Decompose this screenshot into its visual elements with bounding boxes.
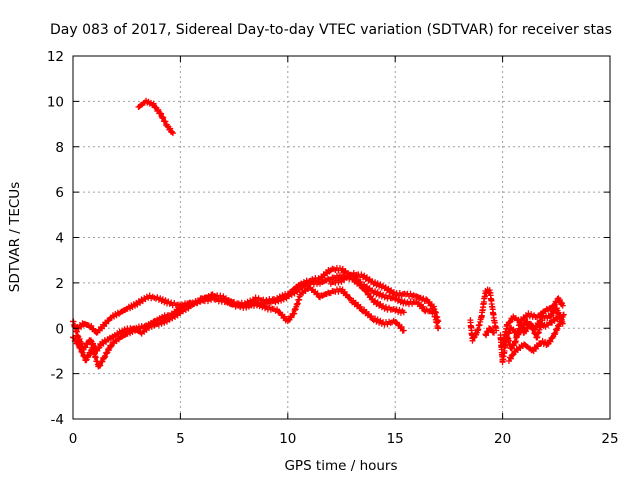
chart-title: Day 083 of 2017, Sidereal Day-to-day VTE… bbox=[50, 22, 612, 38]
data-points bbox=[70, 97, 567, 370]
x-tick-label: 25 bbox=[601, 431, 618, 447]
y-tick-label: 0 bbox=[55, 321, 64, 337]
y-tick-label: -4 bbox=[51, 412, 64, 428]
y-tick-label: 6 bbox=[55, 185, 64, 201]
series-markers bbox=[70, 97, 567, 370]
y-tick-label: 8 bbox=[55, 140, 64, 156]
y-tick-label: 4 bbox=[55, 231, 64, 247]
x-tick-label: 5 bbox=[176, 431, 185, 447]
grid-lines bbox=[73, 56, 610, 419]
y-tick-label: -2 bbox=[51, 367, 64, 383]
y-tick-label: 10 bbox=[47, 94, 64, 110]
x-tick-label: 20 bbox=[494, 431, 511, 447]
y-tick-label: 2 bbox=[55, 276, 64, 292]
y-axis-label: SDTVAR / TECUs bbox=[7, 182, 23, 292]
x-tick-label: 15 bbox=[387, 431, 404, 447]
axis-ticks: 0 5 10 15 20 25 -4 -2 0 2 4 6 8 10 12 bbox=[47, 49, 619, 447]
y-tick-label: 12 bbox=[47, 49, 64, 65]
x-tick-label: 0 bbox=[69, 431, 78, 447]
x-axis-label: GPS time / hours bbox=[284, 458, 397, 474]
x-tick-label: 10 bbox=[279, 431, 296, 447]
